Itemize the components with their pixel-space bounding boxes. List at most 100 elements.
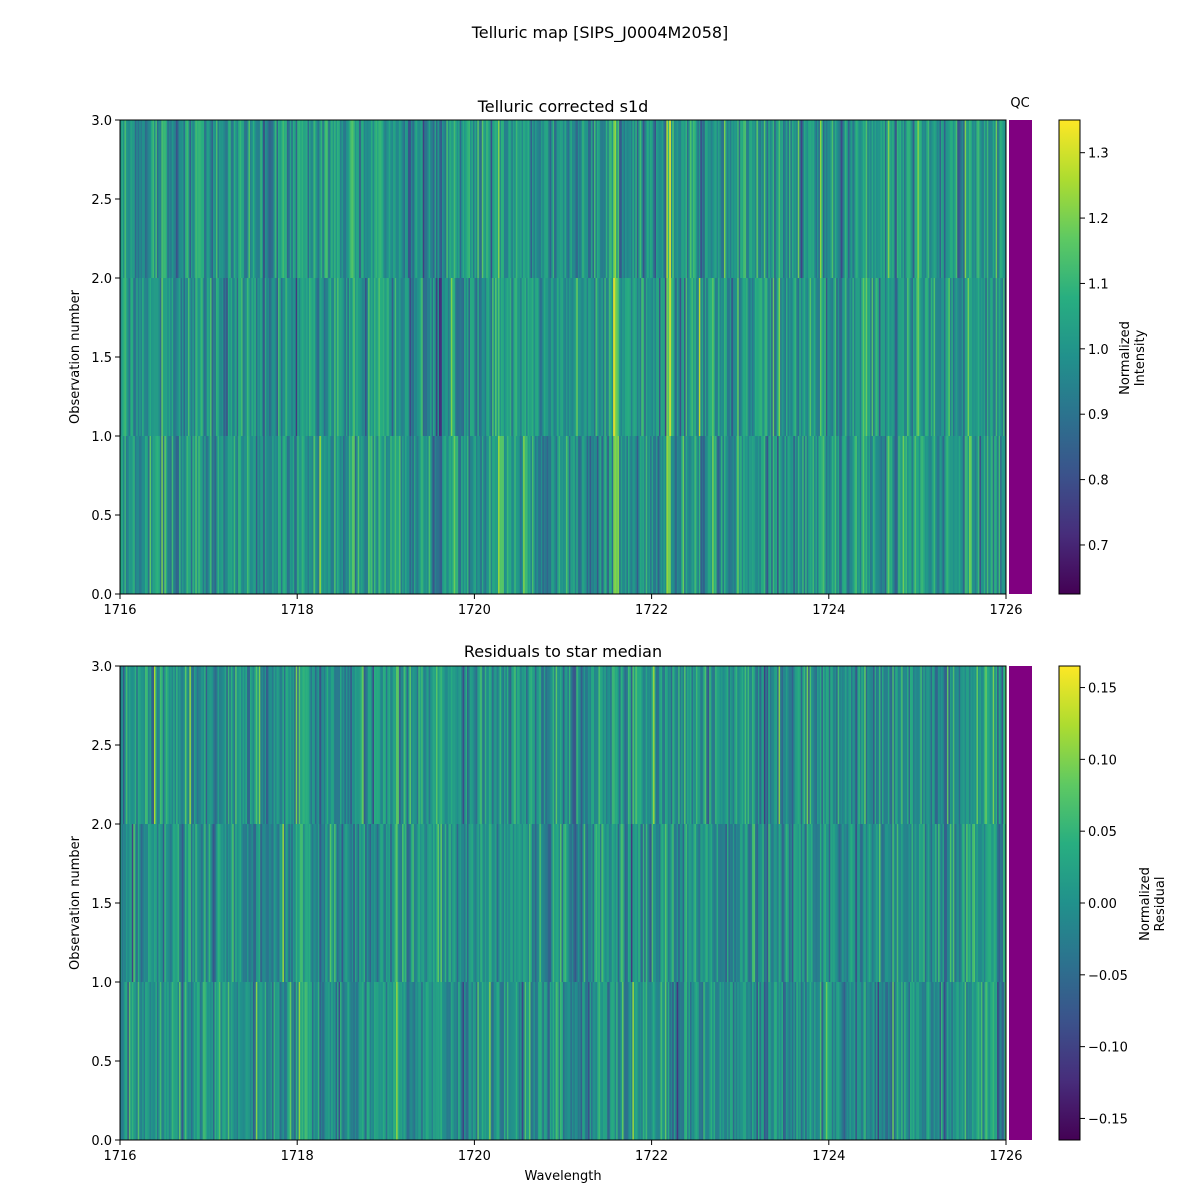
heatmap-cell <box>920 436 923 594</box>
heatmap-cell <box>145 824 147 982</box>
heatmap-cell <box>697 120 700 278</box>
heatmap-cell <box>495 278 497 436</box>
heatmap-cell <box>793 824 796 982</box>
heatmap-cell <box>316 982 319 1140</box>
heatmap-cell <box>409 824 412 982</box>
heatmap-cell <box>949 120 952 278</box>
heatmap-cell <box>927 278 930 436</box>
heatmap-cell <box>350 982 353 1140</box>
heatmap-cell <box>986 824 989 982</box>
heatmap-cell <box>382 982 385 1140</box>
heatmap-cell <box>827 982 830 1140</box>
heatmap-cell <box>941 436 943 594</box>
heatmap-cell <box>285 278 288 436</box>
heatmap-cell <box>136 982 139 1140</box>
heatmap-cell <box>661 436 664 594</box>
heatmap-cell <box>314 666 317 824</box>
heatmap-cell <box>914 666 917 824</box>
heatmap-cell <box>824 666 827 824</box>
heatmap-cell <box>548 982 551 1140</box>
heatmap-cell <box>199 666 202 824</box>
heatmap-cell <box>927 824 930 982</box>
heatmap-cell <box>731 278 734 436</box>
heatmap-cell <box>942 278 945 436</box>
heatmap-cell <box>241 666 243 824</box>
heatmap-cell <box>563 120 565 278</box>
heatmap-cell <box>514 436 517 594</box>
heatmap-cell <box>629 824 632 982</box>
heatmap-cell <box>255 278 258 436</box>
heatmap-cell <box>924 278 927 436</box>
heatmap-cell <box>954 982 957 1140</box>
heatmap-cell <box>368 120 370 278</box>
heatmap-cell <box>130 824 133 982</box>
heatmap-cell <box>286 666 289 824</box>
heatmap-cell <box>627 666 630 824</box>
heatmap-cell <box>424 982 427 1140</box>
heatmap-cell <box>558 982 561 1140</box>
heatmap-cell <box>595 982 598 1140</box>
heatmap-cell <box>215 982 218 1140</box>
heatmap-cell <box>666 436 669 594</box>
heatmap-cell <box>831 120 834 278</box>
heatmap-cell <box>886 982 889 1140</box>
heatmap-cell <box>179 824 181 982</box>
heatmap-cell <box>599 436 602 594</box>
heatmap-cell <box>923 278 926 436</box>
heatmap-cell <box>858 982 861 1140</box>
heatmap-cell <box>174 278 177 436</box>
heatmap-cell <box>899 120 902 278</box>
heatmap-cell <box>145 666 147 824</box>
heatmap-cell <box>663 120 666 278</box>
heatmap-cell <box>596 666 599 824</box>
heatmap-cell <box>805 436 808 594</box>
heatmap-cell <box>199 278 202 436</box>
heatmap-cell <box>560 982 562 1140</box>
heatmap-cell <box>902 666 905 824</box>
heatmap-cell <box>929 982 932 1140</box>
heatmap-cell <box>557 824 559 982</box>
heatmap-cell <box>410 278 413 436</box>
heatmap-cell <box>716 982 719 1140</box>
heatmap-cell <box>183 666 186 824</box>
heatmap-cell <box>149 278 152 436</box>
heatmap-cell <box>162 278 165 436</box>
heatmap-cell <box>122 824 125 982</box>
heatmap-cell <box>204 982 207 1140</box>
heatmap-cell <box>483 824 486 982</box>
heatmap-cell <box>468 824 471 982</box>
heatmap-cell <box>362 982 365 1140</box>
heatmap-cell <box>908 982 911 1140</box>
heatmap-cell <box>183 436 186 594</box>
heatmap-cell <box>353 824 356 982</box>
heatmap-cell <box>306 278 308 436</box>
heatmap-cell <box>331 824 334 982</box>
heatmap-cell <box>300 278 303 436</box>
heatmap-cell <box>187 824 190 982</box>
heatmap-cell <box>156 278 159 436</box>
heatmap-cell <box>899 666 902 824</box>
heatmap-cell <box>161 278 164 436</box>
heatmap-cell <box>840 666 843 824</box>
heatmap-cell <box>233 278 236 436</box>
heatmap-cell <box>354 120 357 278</box>
heatmap-cell <box>756 666 759 824</box>
heatmap-cell <box>681 666 684 824</box>
heatmap-cell <box>204 436 207 594</box>
heatmap-cell <box>384 120 387 278</box>
colorbar-tick-label: 1.3 <box>1088 147 1109 162</box>
heatmap-cell <box>607 120 610 278</box>
heatmap-cell <box>661 982 664 1140</box>
heatmap-cell <box>269 666 272 824</box>
heatmap-cell <box>728 666 731 824</box>
heatmap-cell <box>490 824 493 982</box>
heatmap-cell <box>351 982 354 1140</box>
heatmap-cell <box>332 666 335 824</box>
heatmap-cell <box>744 982 747 1140</box>
heatmap-cell <box>195 278 198 436</box>
heatmap-cell <box>539 436 542 594</box>
heatmap-cell <box>998 120 1001 278</box>
heatmap-cell <box>992 278 995 436</box>
heatmap-cell <box>630 436 633 594</box>
heatmap-cell <box>855 666 858 824</box>
